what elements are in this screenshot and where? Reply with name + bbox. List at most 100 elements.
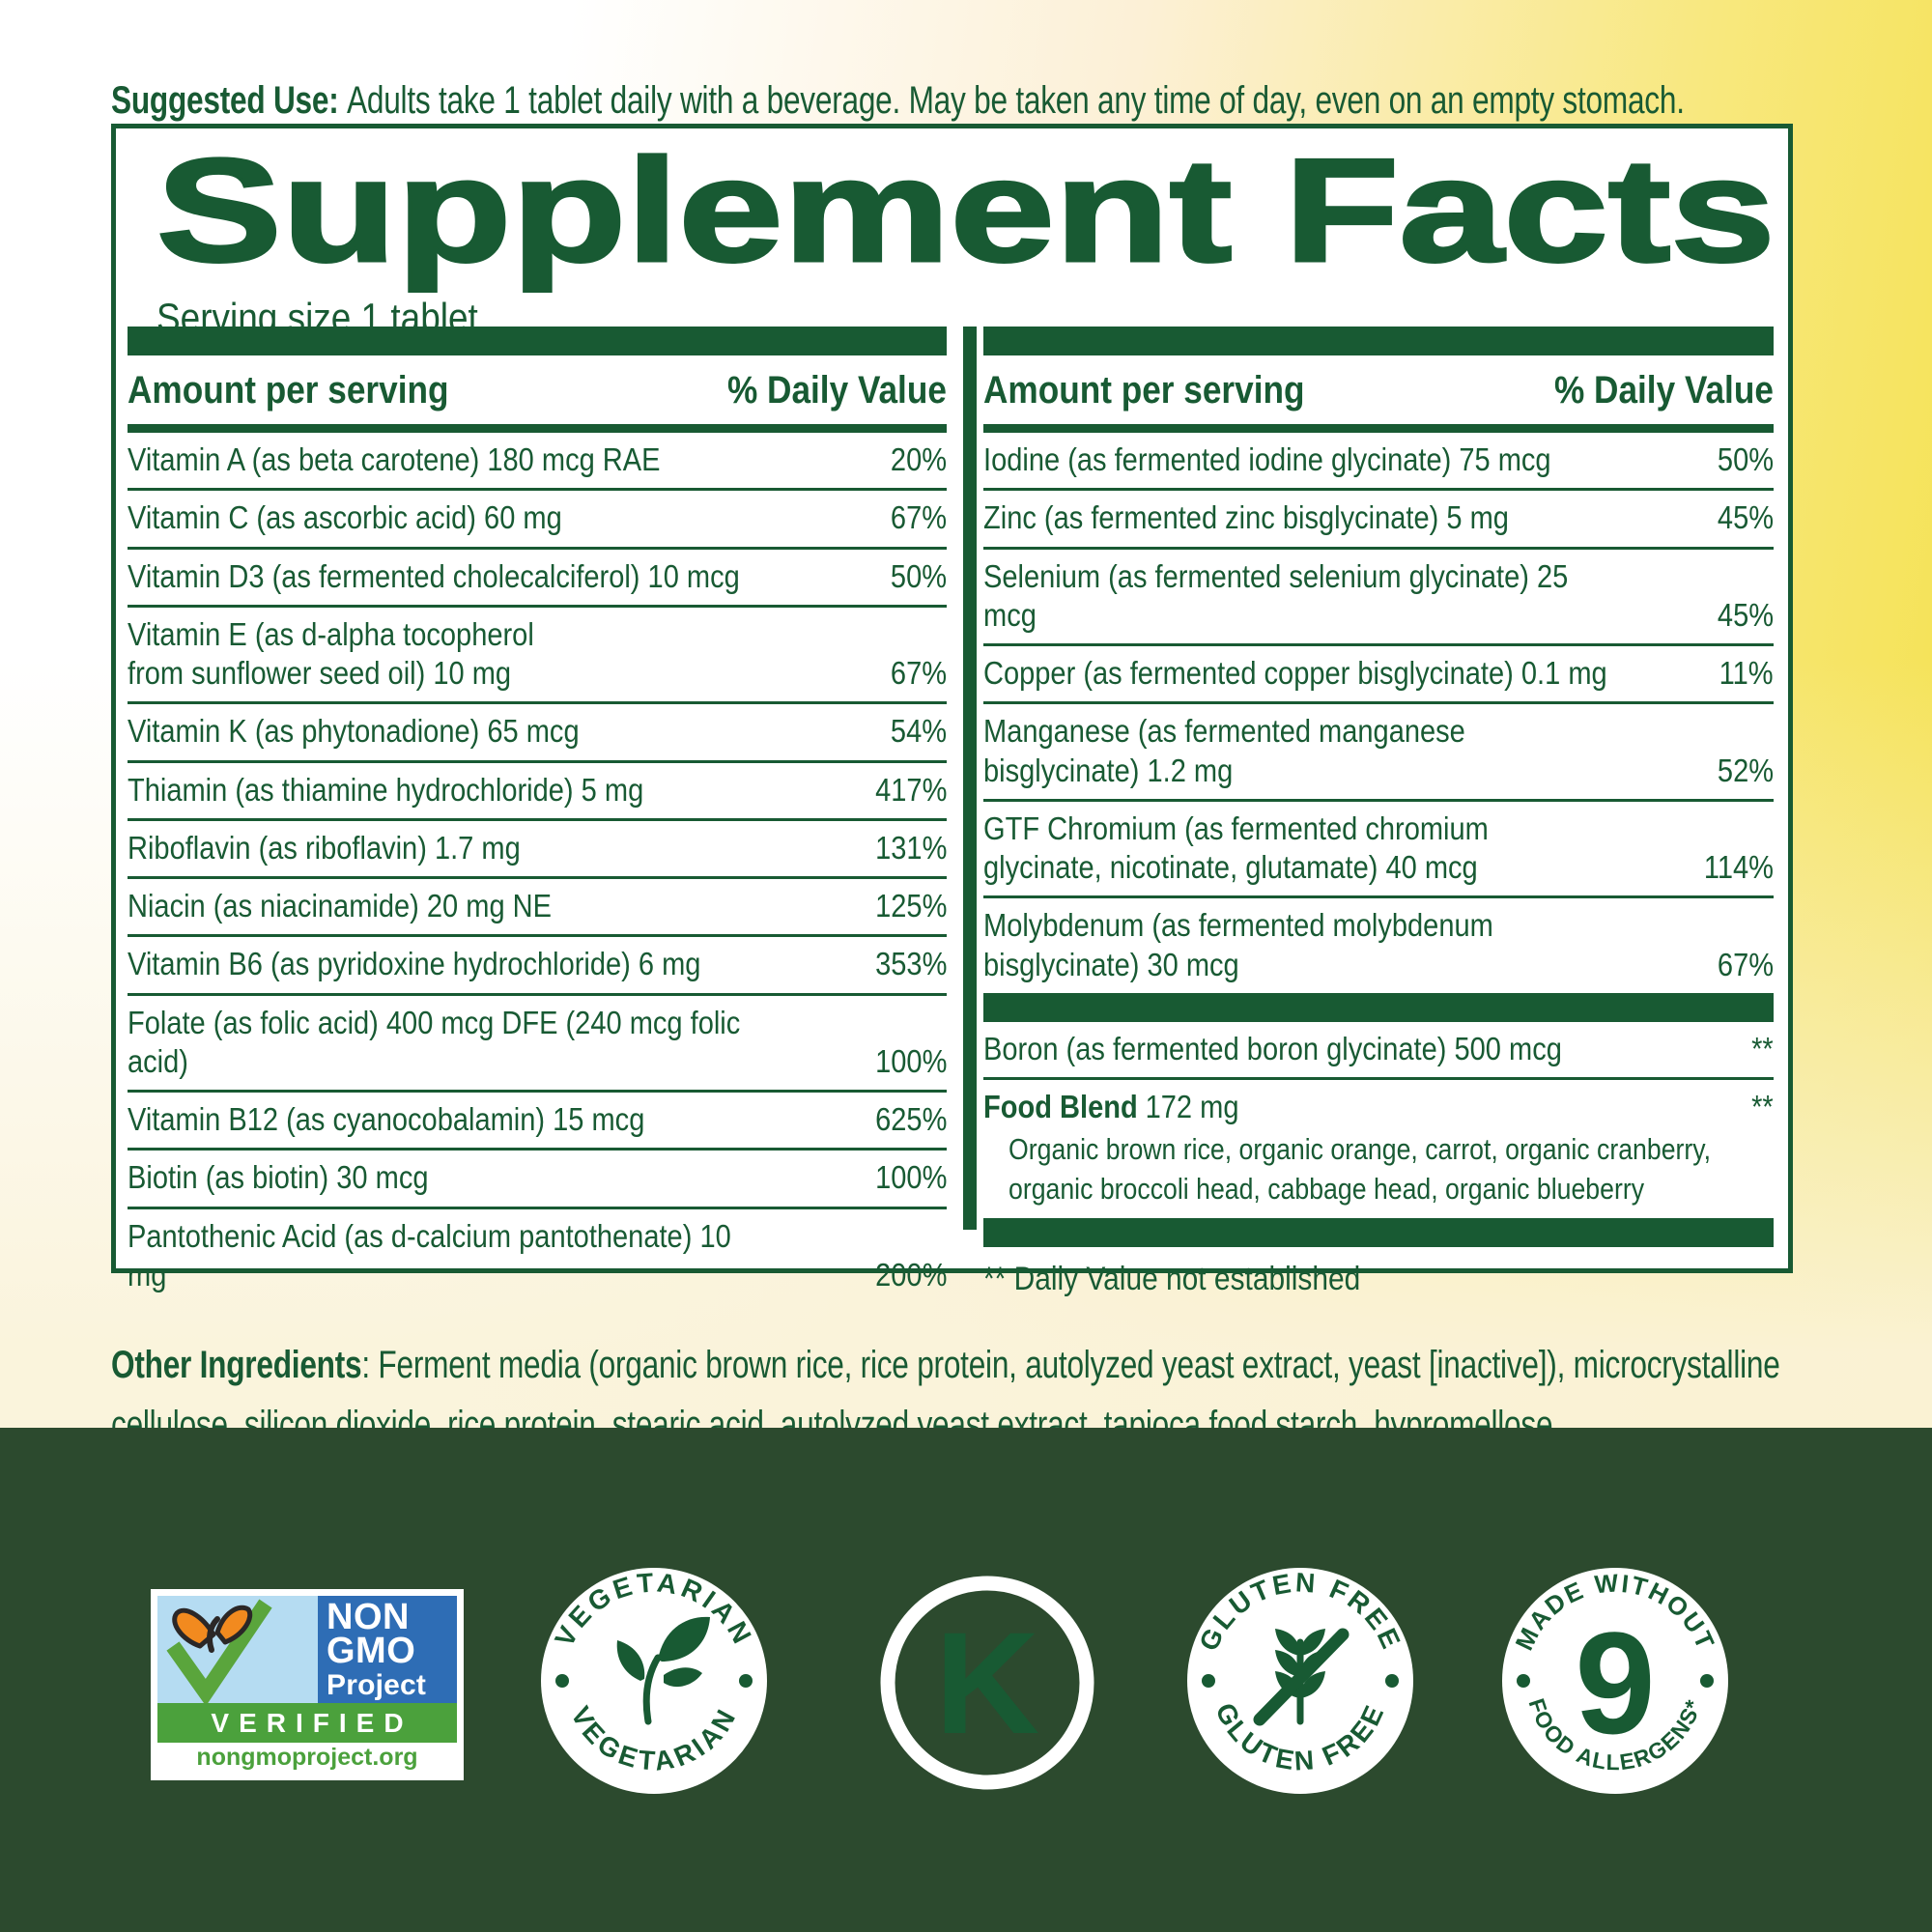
- nutrient-row: Niacin (as niacinamide) 20 mg NE 125%: [128, 876, 947, 934]
- nutrient-row: Biotin (as biotin) 30 mcg 100%: [128, 1148, 947, 1206]
- thick-rule: [128, 327, 947, 355]
- nutrient-daily-value: 417%: [874, 771, 947, 808]
- food-blend-daily-value: **: [1751, 1089, 1774, 1124]
- column-header: Amount per serving % Daily Value: [983, 355, 1774, 424]
- nutrient-daily-value: 20%: [890, 441, 947, 477]
- food-blend-header: Food Blend 172 mg **: [983, 1088, 1774, 1126]
- nutrient-name: Riboflavin (as riboflavin) 1.7 mg: [128, 829, 521, 866]
- nutrient-daily-value: 125%: [874, 888, 947, 923]
- kosher-letter: K: [935, 1602, 1039, 1764]
- nutrient-rows-left: Vitamin A (as beta carotene) 180 mcg RAE…: [128, 433, 947, 1303]
- suggested-use-label: Suggested Use:: [111, 79, 348, 122]
- nutrient-row: Vitamin C (as ascorbic acid) 60 mg 67%: [128, 488, 947, 546]
- nutrient-daily-value: **: [1751, 1030, 1774, 1066]
- nutrient-row: Vitamin K (as phytonadione) 65 mcg 54%: [128, 701, 947, 759]
- wheat-crossed-icon: [1253, 1628, 1350, 1726]
- nutrient-name: GTF Chromium (as fermented chromium glyc…: [983, 810, 1489, 885]
- nutrient-daily-value: 131%: [874, 829, 947, 866]
- non-gmo-line2: GMO: [327, 1631, 416, 1672]
- other-ingredients: Other Ingredients: Ferment media (organi…: [111, 1335, 1866, 1455]
- nutrient-row: Thiamin (as thiamine hydrochloride) 5 mg…: [128, 759, 947, 818]
- other-ingredients-label: Other Ingredients: [111, 1344, 362, 1386]
- butterfly-checkmark-icon: [157, 1596, 318, 1703]
- non-gmo-line3: Project: [327, 1668, 427, 1701]
- daily-value-header: % Daily Value: [727, 369, 947, 412]
- non-gmo-project-badge: NON GMO Project VERIFIED nongmoproject.o…: [151, 1589, 464, 1780]
- nutrient-daily-value: 50%: [1717, 441, 1774, 477]
- nutrient-name: Manganese (as fermented manganese bisgly…: [983, 713, 1465, 788]
- kosher-badge: K: [880, 1576, 1094, 1790]
- nutrient-name: Iodine (as fermented iodine glycinate) 7…: [983, 441, 1551, 477]
- nutrient-name: Selenium (as fermented selenium glycinat…: [983, 557, 1569, 633]
- nutrient-column-left: Amount per serving % Daily Value Vitamin…: [128, 327, 947, 1303]
- nutrient-name: Copper (as fermented copper bisglycinate…: [983, 655, 1607, 691]
- nutrient-daily-value: 100%: [874, 1159, 947, 1196]
- nutrient-name: Vitamin B6 (as pyridoxine hydrochloride)…: [128, 946, 701, 982]
- suggested-use-text: Adults take 1 tablet daily with a bevera…: [347, 79, 1685, 122]
- nutrient-daily-value: 45%: [1717, 596, 1774, 633]
- nutrient-daily-value: 54%: [890, 713, 947, 750]
- boron-row: Boron (as fermented boron glycinate) 500…: [983, 1022, 1774, 1077]
- supplement-facts-panel: Supplement Facts Serving size 1 tablet A…: [111, 124, 1793, 1297]
- nutrient-name: Vitamin C (as ascorbic acid) 60 mg: [128, 499, 562, 536]
- nutrient-name: Vitamin B12 (as cyanocobalamin) 15 mcg: [128, 1101, 645, 1137]
- nutrient-daily-value: 67%: [890, 499, 947, 536]
- nutrient-row: Molybdenum (as fermented molybdenum bisg…: [983, 895, 1774, 993]
- vegetarian-badge: VEGETARIAN VEGETARIAN: [541, 1567, 767, 1794]
- nutrient-row: Iodine (as fermented iodine glycinate) 7…: [983, 433, 1774, 488]
- column-divider: [963, 327, 977, 1230]
- nutrient-daily-value: 200%: [874, 1256, 947, 1293]
- nutrient-name: Vitamin D3 (as fermented cholecalciferol…: [128, 557, 740, 594]
- nutrient-daily-value: 67%: [1717, 946, 1774, 982]
- thick-rule: [983, 1217, 1774, 1247]
- nutrient-daily-value: 50%: [890, 557, 947, 594]
- thick-rule: [983, 327, 1774, 355]
- nutrient-row: Vitamin E (as d-alpha tocopherol from su…: [128, 604, 947, 702]
- suggested-use: Suggested Use: Adults take 1 tablet dail…: [111, 79, 1866, 123]
- nutrient-name: Pantothenic Acid (as d-calcium pantothen…: [128, 1217, 731, 1293]
- nutrient-row: Riboflavin (as riboflavin) 1.7 mg 131%: [128, 817, 947, 876]
- nutrient-daily-value: 67%: [890, 655, 947, 691]
- thick-rule: [983, 992, 1774, 1022]
- nutrient-name: Folate (as folic acid) 400 mcg DFE (240 …: [128, 1004, 741, 1079]
- nutrient-daily-value: 11%: [1719, 655, 1774, 691]
- medium-rule: [128, 424, 947, 433]
- food-blend-name: Food Blend 172 mg: [983, 1089, 1239, 1124]
- nutrient-row: GTF Chromium (as fermented chromium glyc…: [983, 798, 1774, 896]
- column-header: Amount per serving % Daily Value: [128, 355, 947, 424]
- nutrient-row: Vitamin B12 (as cyanocobalamin) 15 mcg 6…: [128, 1090, 947, 1148]
- nutrient-daily-value: 114%: [1703, 849, 1774, 885]
- nutrient-row: Selenium (as fermented selenium glycinat…: [983, 546, 1774, 644]
- nutrient-name: Molybdenum (as fermented molybdenum bisg…: [983, 907, 1493, 982]
- nutrient-rows-right: Iodine (as fermented iodine glycinate) 7…: [983, 433, 1774, 993]
- nutrient-name: Vitamin K (as phytonadione) 65 mcg: [128, 713, 580, 750]
- panel-title: Supplement Facts: [155, 128, 1777, 293]
- nutrient-name: Thiamin (as thiamine hydrochloride) 5 mg: [128, 771, 644, 808]
- daily-value-header: % Daily Value: [1554, 369, 1774, 412]
- food-blend-amount: 172 mg: [1145, 1089, 1239, 1124]
- nutrient-daily-value: 45%: [1717, 499, 1774, 536]
- other-ingredients-text: : Ferment media (organic brown rice, ric…: [111, 1344, 1780, 1446]
- gluten-free-badge: GLUTEN FREE GLUTEN FREE: [1187, 1567, 1413, 1794]
- nutrient-daily-value: 625%: [874, 1101, 947, 1137]
- amount-header: Amount per serving: [983, 369, 1305, 412]
- food-blend-section: Food Blend 172 mg ** Organic brown rice, …: [983, 1077, 1774, 1218]
- amount-header: Amount per serving: [128, 369, 449, 412]
- nutrient-daily-value: 52%: [1717, 752, 1774, 788]
- medium-rule: [983, 424, 1774, 433]
- nutrient-name: Boron (as fermented boron glycinate) 500…: [983, 1030, 1562, 1066]
- nutrient-name: Biotin (as biotin) 30 mcg: [128, 1159, 429, 1196]
- nutrient-row: Zinc (as fermented zinc bisglycinate) 5 …: [983, 488, 1774, 546]
- nutrient-row: Pantothenic Acid (as d-calcium pantothen…: [128, 1206, 947, 1304]
- non-gmo-verified: VERIFIED: [157, 1703, 457, 1743]
- nutrient-daily-value: 100%: [874, 1042, 947, 1079]
- nutrient-row: Copper (as fermented copper bisglycinate…: [983, 643, 1774, 701]
- nutrient-row: Folate (as folic acid) 400 mcg DFE (240 …: [128, 992, 947, 1091]
- nutrient-row: Vitamin B6 (as pyridoxine hydrochloride)…: [128, 934, 947, 992]
- allergen-free-badge: MADE WITHOUT FOOD ALLERGENS* 9: [1502, 1568, 1728, 1794]
- non-gmo-line1: NON: [327, 1597, 410, 1637]
- nutrient-column-right: Amount per serving % Daily Value Iodine …: [983, 327, 1774, 1298]
- allergen-count: 9: [1575, 1602, 1655, 1764]
- leaf-icon: [616, 1616, 710, 1725]
